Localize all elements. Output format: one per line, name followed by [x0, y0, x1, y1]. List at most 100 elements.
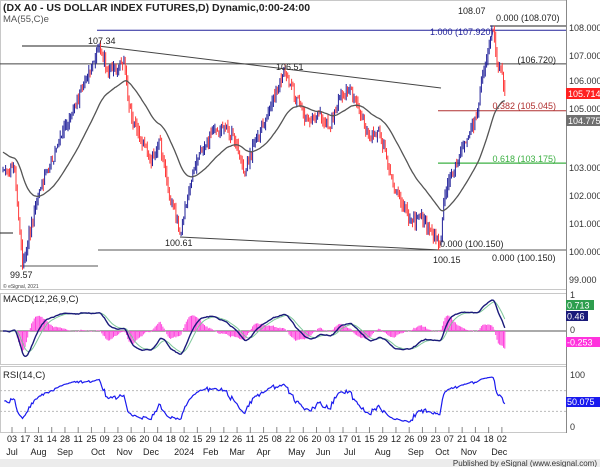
fib-label-1-000: 1.000 (107.920) — [430, 27, 494, 37]
macd-histogram-box — [566, 337, 600, 347]
x-day-label: 26 — [404, 434, 414, 444]
annotation-99-57: 99.57 — [10, 270, 33, 280]
published-by: Published by eSignal (www.esignal.com) — [453, 459, 597, 467]
x-day-label: 25 — [259, 434, 269, 444]
price-axis-label: 108.000 — [569, 23, 600, 33]
x-day-label: 17 — [338, 434, 348, 444]
x-day-label: 12 — [219, 434, 229, 444]
x-month-label: May — [288, 447, 306, 457]
fib-label-0-000-top: 0.000 (108.070) — [496, 13, 560, 23]
macd-axis-label-1: 1 — [570, 290, 575, 300]
macd-signal-box — [566, 300, 594, 310]
annotation-106-51: 106.51 — [276, 62, 304, 72]
x-day-label: 09 — [417, 434, 427, 444]
annotation-100-15: 100.15 — [433, 255, 461, 265]
x-day-label: 21 — [457, 434, 467, 444]
rsi-axis-label-0: 0 — [570, 422, 575, 432]
x-day-label: 28 — [60, 434, 70, 444]
fib-label-0-618: 0.618 (103.175) — [492, 154, 556, 164]
x-day-label: 22 — [285, 434, 295, 444]
fib-label-0-382: 0.382 (105.045) — [492, 101, 556, 111]
price-axis-label: 101.000 — [569, 219, 600, 229]
x-day-label: 04 — [470, 434, 480, 444]
x-day-label: 26 — [232, 434, 242, 444]
rsi-value-box — [566, 397, 600, 407]
price-axis-label: 103.000 — [569, 163, 600, 173]
macd-histogram-value: -0.253 — [567, 338, 593, 348]
x-day-label: 02 — [179, 434, 189, 444]
x-day-label: 11 — [246, 434, 255, 444]
lower-trendline — [179, 236, 441, 251]
ma-55-line — [2, 80, 505, 212]
x-month-label: Oct — [91, 447, 106, 457]
x-day-label: 29 — [378, 434, 388, 444]
x-day-label: 02 — [497, 434, 507, 444]
price-axis-label: 100.000 — [569, 247, 600, 257]
chart-title: (DX A0 - US DOLLAR INDEX FUTURES,D) Dyna… — [3, 2, 310, 14]
x-day-label: 11 — [74, 434, 83, 444]
rsi-value: 50.075 — [567, 397, 595, 407]
x-month-label: 2024 — [174, 447, 194, 457]
x-month-label: Nov — [117, 447, 134, 457]
x-month-label: Sep — [57, 447, 73, 457]
x-month-label: Aug — [30, 447, 46, 457]
x-day-label: 20 — [312, 434, 322, 444]
x-day-label: 03 — [325, 434, 335, 444]
last-price-label: 105.714 — [568, 89, 600, 99]
macd-value: 0.46 — [567, 312, 585, 322]
price-axis-label: 105.000 — [569, 104, 600, 114]
rsi-axis-label-100: 100 — [570, 370, 585, 380]
x-month-label: Feb — [203, 447, 219, 457]
x-day-label: 01 — [351, 434, 361, 444]
last-price-box — [566, 88, 600, 99]
x-month-label: Sep — [408, 447, 424, 457]
x-month-label: Aug — [375, 447, 391, 457]
price-axis-label: 106.000 — [569, 76, 600, 86]
rsi-line — [4, 376, 506, 423]
watermark: © eSignal, 2021 — [3, 283, 39, 290]
fib-label-0-000-low: 0.000 (100.150) — [440, 239, 504, 249]
x-month-label: Nov — [461, 447, 478, 457]
x-day-label: 06 — [298, 434, 308, 444]
x-day-label: 18 — [166, 434, 176, 444]
rsi-legend: RSI(14,C) — [3, 370, 45, 381]
x-day-label: 14 — [47, 434, 57, 444]
fib-label-0-000-low-2: 0.000 (100.150) — [492, 253, 556, 263]
x-month-label: Oct — [435, 447, 450, 457]
x-day-label: 08 — [272, 434, 282, 444]
x-month-label: Dec — [143, 447, 160, 457]
x-month-label: Mar — [229, 447, 245, 457]
x-month-label: Dec — [491, 447, 508, 457]
x-day-label: 25 — [86, 434, 96, 444]
x-month-label: Jun — [316, 447, 331, 457]
annotation-107-34: 107.34 — [88, 36, 116, 46]
x-day-label: 12 — [391, 434, 401, 444]
ma-value-label: 104.775 — [568, 116, 600, 126]
x-day-label: 23 — [113, 434, 123, 444]
x-day-label: 07 — [444, 434, 454, 444]
x-day-label: 09 — [100, 434, 110, 444]
x-month-label: Jul — [6, 447, 18, 457]
price-axis-label: 102.000 — [569, 191, 600, 201]
level-label-106-720: (106.720) — [517, 55, 556, 65]
ma-legend: MA(55,C)e — [3, 14, 49, 25]
x-day-label: 06 — [126, 434, 136, 444]
macd-axis-label-0: 0 — [570, 325, 575, 335]
macd-line — [3, 299, 506, 358]
x-day-label: 18 — [484, 434, 494, 444]
descending-trendline — [97, 45, 442, 89]
x-day-label: 15 — [364, 434, 374, 444]
ma-value-box — [566, 115, 600, 126]
price-axis-label: 99.000 — [569, 275, 597, 285]
macd-value-box — [566, 311, 588, 321]
x-day-label: 20 — [139, 434, 149, 444]
x-day-label: 15 — [192, 434, 202, 444]
x-day-label: 23 — [431, 434, 441, 444]
footer-bar — [0, 459, 600, 467]
x-month-label: Jul — [344, 447, 356, 457]
x-day-label: 17 — [20, 434, 30, 444]
x-day-label: 31 — [33, 434, 43, 444]
x-day-label: 03 — [7, 434, 17, 444]
